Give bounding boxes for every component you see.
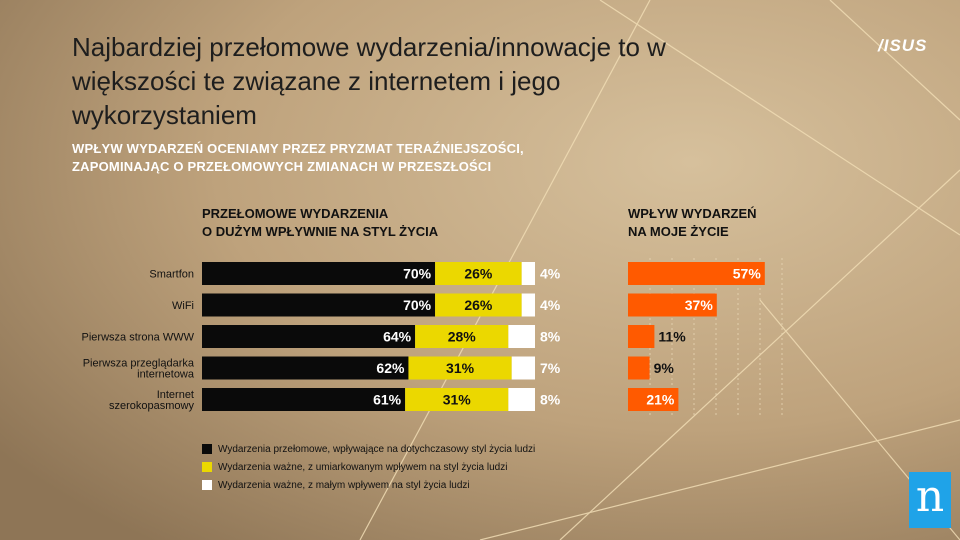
legend: Wydarzenia przełomowe, wpływające na dot… (202, 440, 535, 494)
category-label: Pierwsza przeglądarka (83, 358, 195, 370)
data-label: 26% (464, 266, 493, 282)
data-label: 4% (540, 297, 561, 313)
stacked-bar-segment (508, 388, 535, 411)
data-label: 62% (376, 360, 405, 376)
data-label: 21% (646, 392, 675, 408)
data-label: 8% (540, 329, 561, 345)
impact-bar (628, 293, 717, 317)
corner-logo: n (909, 472, 951, 528)
impact-bar (628, 388, 679, 411)
impact-bar (628, 262, 765, 285)
data-label: 70% (403, 297, 432, 313)
stacked-bar-segment (408, 356, 512, 380)
right-chart-title: WPŁYW WYDARZEŃ NA MOJE ŻYCIE (628, 205, 757, 241)
data-label: 28% (448, 329, 477, 345)
legend-label: Wydarzenia przełomowe, wpływające na dot… (218, 443, 536, 455)
right-chart-title-line2: NA MOJE ŻYCIE (628, 224, 729, 239)
data-label: 61% (373, 392, 402, 408)
data-label: 7% (540, 360, 561, 376)
data-label: 64% (383, 329, 412, 345)
category-label: Internet (157, 389, 194, 401)
stacked-bar-segment (202, 293, 436, 317)
stacked-bar-segment (202, 356, 409, 380)
stacked-bar-segment (405, 388, 509, 411)
left-chart-title: PRZEŁOMOWE WYDARZENIA O DUŻYM WPŁYWNIE N… (202, 205, 438, 241)
legend-item-umiarkowany: Wydarzenia ważne, z umiarkowanym wpływem… (202, 458, 535, 476)
legend-label: Wydarzenia ważne, z umiarkowanym wpływem… (218, 461, 508, 473)
stacked-bar-segment (202, 325, 416, 348)
stacked-bar-segment (435, 262, 522, 285)
category-label: WiFi (172, 300, 194, 312)
data-label: 26% (464, 297, 493, 313)
stacked-bar-segment (202, 388, 406, 411)
stacked-bar-segment (511, 356, 535, 380)
category-label: Smartfon (149, 269, 194, 281)
left-chart-title-line2: O DUŻYM WPŁYWNIE NA STYL ŻYCIA (202, 224, 439, 239)
legend-label: Wydarzenia ważne, z małym wpływem na sty… (218, 479, 470, 491)
impact-bar (628, 356, 650, 380)
data-label: 8% (540, 392, 561, 408)
impact-bar (628, 325, 655, 348)
page-title: Najbardziej przełomowe wydarzenia/innowa… (72, 32, 666, 130)
data-label: 4% (540, 266, 561, 282)
stacked-bar-segment (435, 293, 522, 317)
stacked-bar-segment (508, 325, 535, 348)
stacked-bar-segment (521, 262, 535, 285)
data-label: 11% (658, 329, 686, 345)
left-chart-title-line1: PRZEŁOMOWE WYDARZENIA (202, 206, 389, 221)
data-label: 9% (654, 360, 675, 376)
category-label: szerokopasmowy (109, 400, 194, 412)
category-label: Pierwsza strona WWW (82, 332, 195, 344)
stacked-bar-segment (521, 293, 535, 317)
data-label: 70% (403, 266, 432, 282)
legend-swatch-white (202, 480, 212, 490)
stacked-bar-segment (202, 262, 436, 285)
page-subtitle: WPŁYW WYDARZEŃ OCENIAMY PRZEZ PRYZMAT TE… (72, 141, 524, 174)
data-label: 37% (685, 297, 714, 313)
category-label: internetowa (137, 369, 195, 381)
data-label: 57% (733, 266, 762, 282)
data-label: 31% (446, 360, 475, 376)
brand-logo: /ISUS (878, 36, 928, 55)
legend-item-przelomowe: Wydarzenia przełomowe, wpływające na dot… (202, 440, 535, 458)
legend-swatch-black (202, 444, 212, 454)
right-chart-title-line1: WPŁYW WYDARZEŃ (628, 206, 757, 221)
legend-swatch-yellow (202, 462, 212, 472)
data-label: 31% (443, 392, 472, 408)
stacked-bar-segment (415, 325, 509, 348)
legend-item-maly: Wydarzenia ważne, z małym wpływem na sty… (202, 476, 535, 494)
